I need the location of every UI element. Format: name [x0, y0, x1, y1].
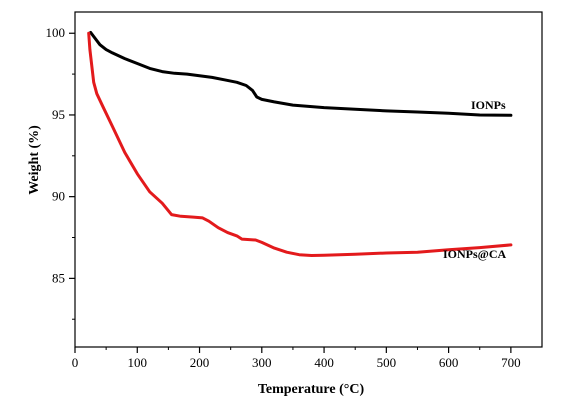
series-line-ionps — [89, 30, 513, 117]
y-tick-label: 90 — [52, 189, 65, 204]
series-line-ionps-ca — [87, 31, 513, 257]
series-lines — [87, 30, 513, 257]
x-tick-label: 100 — [128, 355, 148, 370]
x-tick-label: 600 — [439, 355, 459, 370]
series-label-ionps-ca: IONPs@CA — [443, 247, 506, 261]
series-label-ionps: IONPs — [471, 98, 506, 112]
x-tick-label: 300 — [252, 355, 272, 370]
y-tick-label: 100 — [46, 25, 66, 40]
x-axis-ticks: 0 100 200 300 400 500 600 700 — [72, 347, 521, 370]
x-tick-label: 700 — [501, 355, 521, 370]
x-axis-title: Temperature (°C) — [258, 382, 365, 397]
x-tick-label: 0 — [72, 355, 79, 370]
y-axis-title: Weight (%) — [27, 125, 42, 195]
y-tick-label: 85 — [52, 270, 65, 285]
x-tick-label: 500 — [377, 355, 397, 370]
plot-frame-rect — [74, 11, 543, 348]
y-axis-ticks: 85 90 95 100 — [46, 25, 75, 320]
x-tick-label: 400 — [314, 355, 334, 370]
x-tick-label: 200 — [190, 355, 210, 370]
y-tick-label: 95 — [52, 107, 65, 122]
plot-frame — [74, 11, 543, 348]
